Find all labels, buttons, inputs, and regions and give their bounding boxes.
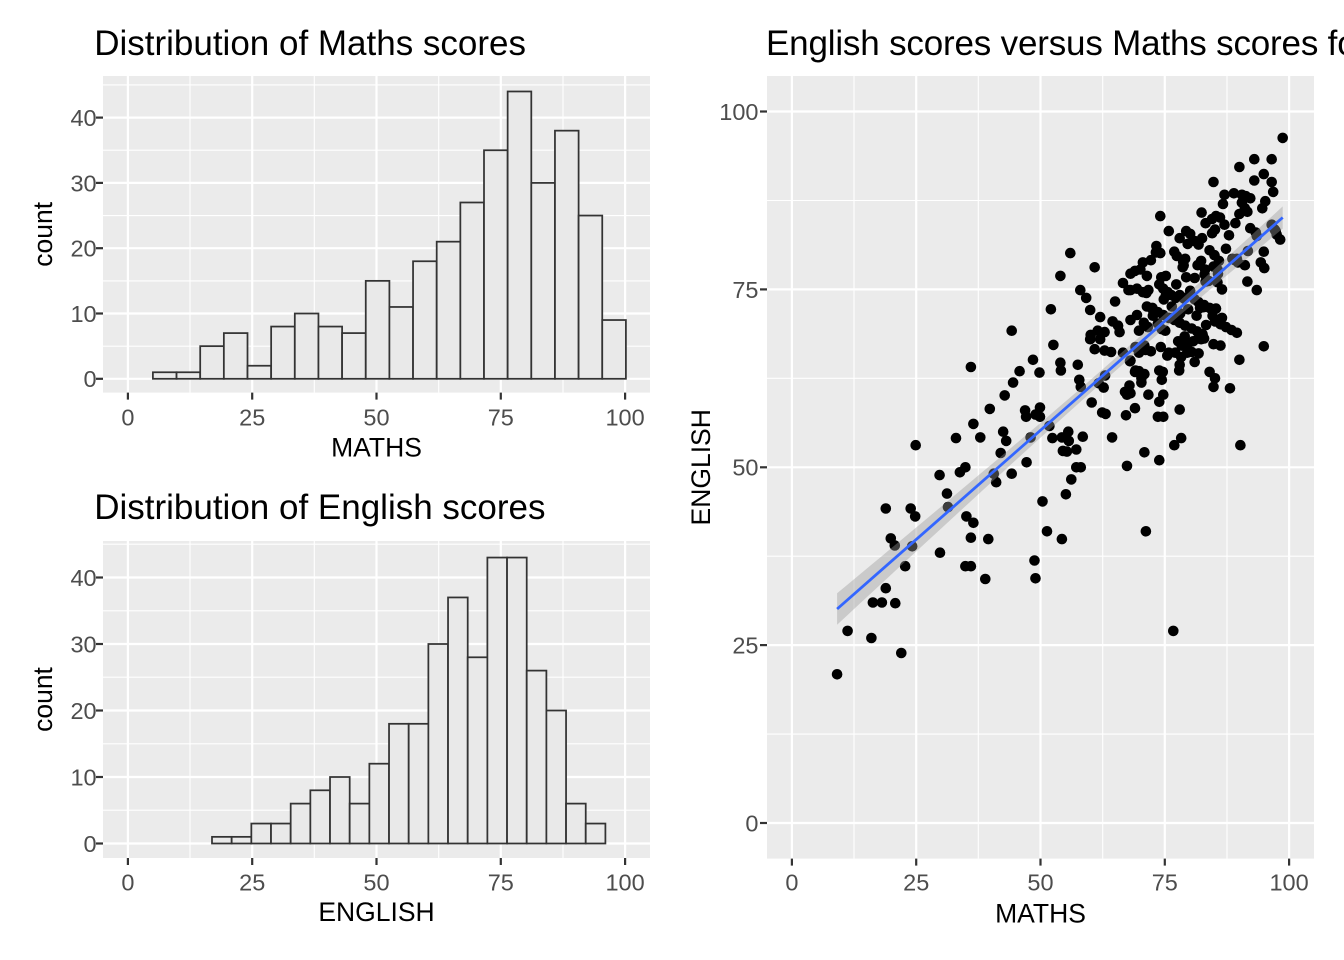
- svg-text:10: 10: [70, 764, 96, 790]
- svg-text:40: 40: [70, 105, 96, 131]
- svg-text:50: 50: [363, 404, 389, 430]
- svg-text:75: 75: [488, 870, 514, 896]
- svg-text:100: 100: [605, 870, 644, 896]
- svg-text:count: count: [28, 201, 58, 266]
- svg-text:75: 75: [488, 404, 514, 430]
- svg-text:10: 10: [70, 301, 96, 327]
- svg-text:MATHS: MATHS: [331, 433, 422, 463]
- svg-text:0: 0: [84, 366, 97, 392]
- svg-text:30: 30: [70, 631, 96, 657]
- svg-text:MATHS: MATHS: [995, 899, 1086, 929]
- svg-text:0: 0: [121, 870, 134, 896]
- svg-text:25: 25: [903, 870, 929, 896]
- svg-text:75: 75: [732, 277, 758, 303]
- svg-text:ENGLISH: ENGLISH: [318, 897, 434, 927]
- svg-text:0: 0: [84, 831, 97, 857]
- svg-text:20: 20: [70, 236, 96, 262]
- svg-text:30: 30: [70, 170, 96, 196]
- svg-text:20: 20: [70, 698, 96, 724]
- svg-text:50: 50: [363, 870, 389, 896]
- svg-text:100: 100: [605, 404, 644, 430]
- svg-text:0: 0: [785, 870, 798, 896]
- svg-text:50: 50: [1027, 870, 1053, 896]
- svg-text:25: 25: [732, 633, 758, 659]
- svg-text:40: 40: [70, 565, 96, 591]
- svg-text:75: 75: [1152, 870, 1178, 896]
- svg-text:0: 0: [745, 810, 758, 836]
- svg-text:count: count: [28, 666, 58, 731]
- svg-text:50: 50: [732, 455, 758, 481]
- svg-text:0: 0: [121, 404, 134, 430]
- svg-text:25: 25: [239, 870, 265, 896]
- svg-text:ENGLISH: ENGLISH: [686, 409, 716, 525]
- svg-text:Distribution of English scores: Distribution of English scores: [94, 488, 545, 527]
- svg-text:100: 100: [719, 99, 758, 125]
- svg-text:Distribution of Maths scores: Distribution of Maths scores: [94, 24, 526, 63]
- svg-text:25: 25: [239, 404, 265, 430]
- svg-text:100: 100: [1269, 870, 1308, 896]
- svg-text:English scores versus Maths sc: English scores versus Maths scores for Y…: [766, 24, 1344, 63]
